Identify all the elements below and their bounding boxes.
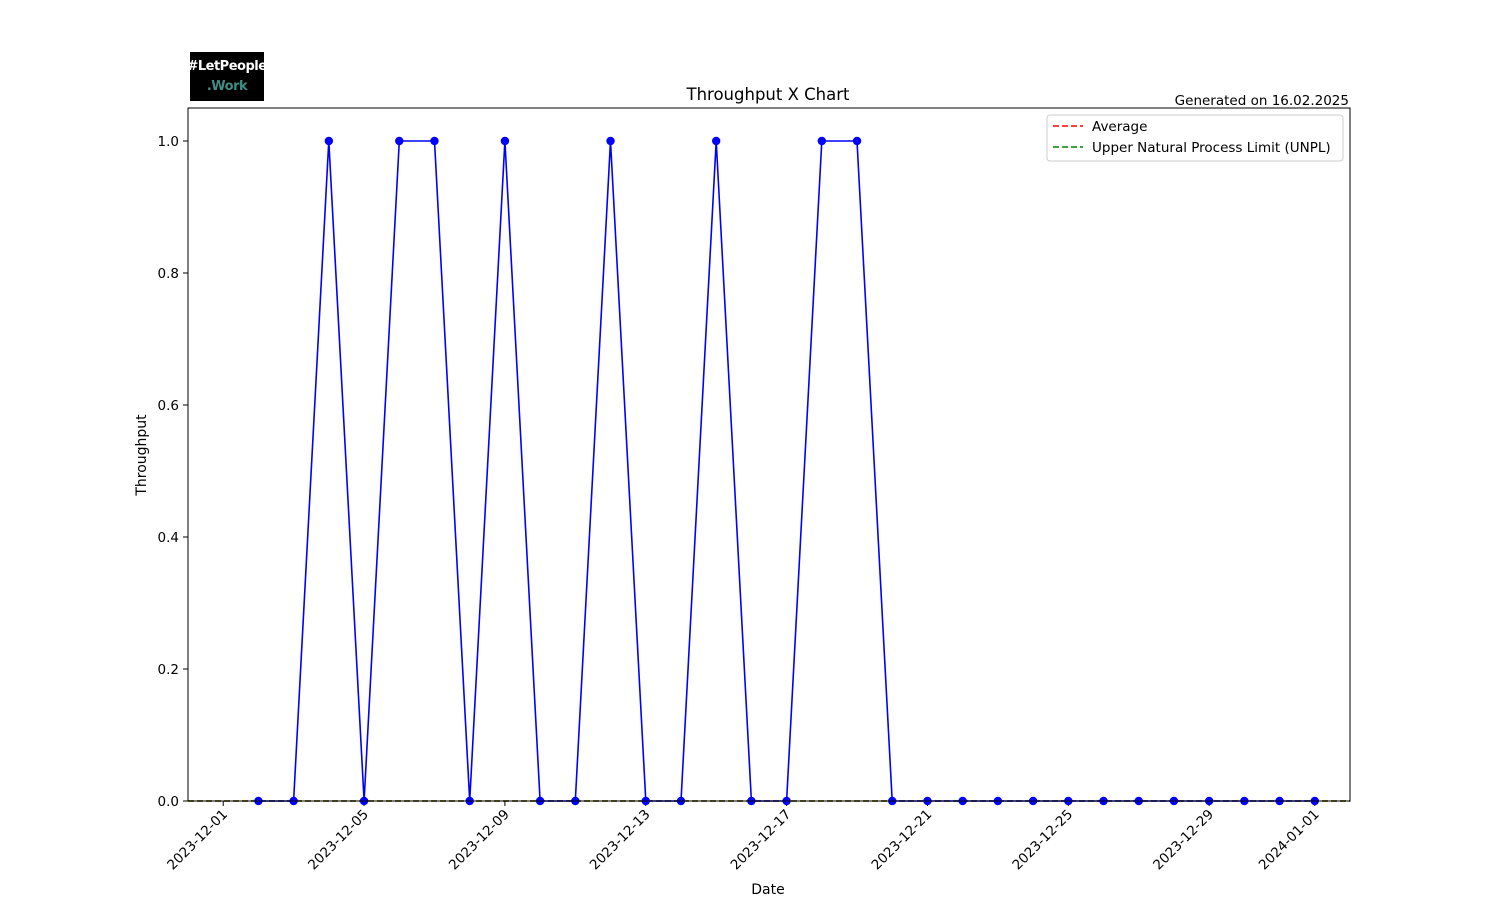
data-point [711, 136, 721, 146]
data-point [500, 136, 510, 146]
x-tick-label: 2023-12-13 [587, 807, 654, 874]
x-tick-label: 2023-12-05 [305, 807, 372, 874]
x-tick-label: 2023-12-21 [868, 807, 935, 874]
x-tick-label: 2023-12-29 [1150, 807, 1217, 874]
y-tick-label: 0.0 [158, 794, 179, 810]
legend-box [1046, 114, 1344, 162]
data-point [852, 136, 862, 146]
logo: #LetPeople .Work [187, 52, 267, 101]
chart-title: Throughput X Chart [686, 85, 851, 104]
logo-line2: .Work [206, 78, 248, 94]
x-tick-label: 2024-01-01 [1256, 807, 1323, 874]
x-tick-label: 2023-12-25 [1009, 807, 1076, 874]
data-point [606, 136, 615, 146]
data-point [324, 136, 334, 146]
plot-frame [187, 107, 1351, 802]
y-tick-label: 0.8 [158, 266, 179, 282]
generated-date: Generated on 16.02.2025 [1175, 93, 1349, 109]
y-tick-label: 0.4 [158, 530, 179, 546]
y-tick-label: 0.6 [158, 398, 179, 414]
data-point [395, 136, 404, 146]
data-point [430, 136, 439, 146]
x-axis-label: Date [751, 882, 784, 898]
y-axis-label: Throughput [134, 414, 150, 497]
series-line-0 [258, 140, 1315, 802]
x-tick-label: 2023-12-01 [164, 807, 231, 874]
legend-unpl-label: Upper Natural Process Limit (UNPL) [1092, 140, 1331, 156]
x-tick-label: 2023-12-09 [446, 807, 513, 874]
legend: Average Upper Natural Process Limit (UNP… [1046, 114, 1344, 162]
y-tick-label: 0.2 [158, 662, 179, 678]
data-point [817, 136, 827, 146]
logo-line1: #LetPeople [187, 58, 267, 74]
y-tick-label: 1.0 [158, 134, 179, 150]
legend-average-label: Average [1092, 119, 1147, 135]
x-tick-label: 2023-12-17 [728, 807, 795, 874]
